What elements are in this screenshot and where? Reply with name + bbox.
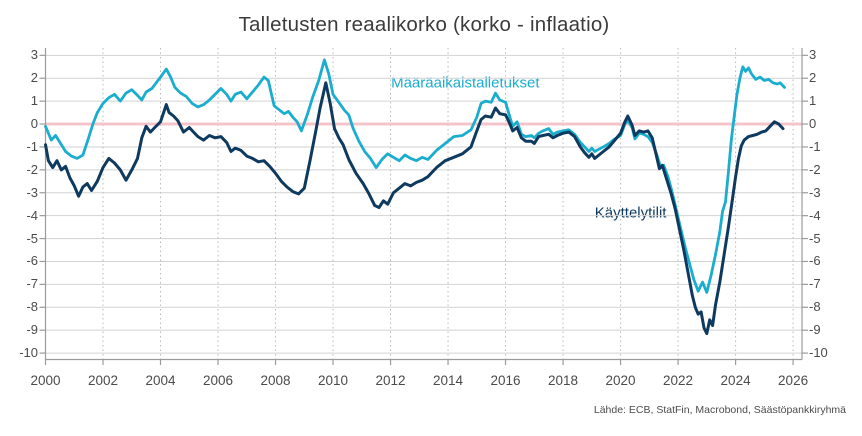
y-axis-tick-label-right: -7 [809, 276, 821, 292]
y-axis-tick-label-left: -1 [26, 138, 38, 154]
x-axis-tick-label: 2024 [720, 373, 751, 388]
x-axis-tick-label: 2014 [433, 373, 464, 388]
x-axis-tick-label: 2006 [202, 373, 234, 388]
x-axis-tick-label: 2000 [30, 373, 61, 388]
x-axis-tick-label: 2008 [260, 373, 291, 388]
y-axis-tick-label-left: -2 [26, 161, 38, 177]
y-axis-tick-label-right: -10 [809, 345, 828, 361]
series-line-term-deposits [44, 58, 786, 294]
x-axis-tick-label: 2002 [87, 373, 119, 388]
x-axis-tick-label: 2004 [145, 373, 176, 388]
y-axis-tick-label-right: -5 [809, 230, 821, 246]
y-axis-tick-label-left: 2 [30, 70, 38, 86]
y-axis-tick-label-right: 1 [809, 93, 817, 109]
source-note: Lähde: ECB, StatFin, Macrobond, Säästöpa… [593, 404, 846, 416]
x-axis-tick-label: 2016 [490, 373, 521, 388]
y-axis-tick-label-right: 0 [809, 116, 817, 132]
y-axis-tick-label-right: 3 [809, 47, 817, 63]
y-axis-tick-label-left: -10 [19, 345, 38, 361]
y-axis-tick-label-right: 2 [809, 70, 817, 86]
y-axis-tick-label-left: -3 [26, 184, 38, 200]
series-line-transaction-accounts [44, 81, 785, 336]
chart-title: Talletusten reaalikorko (korko - inflaat… [238, 13, 610, 36]
y-axis-tick-label-right: -8 [809, 299, 821, 315]
series-label-transaction-accounts: Käyttelytilit [594, 204, 667, 222]
y-axis-tick-label-right: -6 [809, 253, 821, 269]
y-axis-tick-label-left: 0 [30, 116, 38, 132]
y-axis-tick-label-left: -7 [26, 276, 38, 292]
y-axis-tick-label-right: -1 [809, 138, 821, 154]
y-axis-tick-label-left: -4 [26, 207, 38, 223]
y-axis-tick-label-left: -5 [26, 230, 38, 246]
x-axis-tick-label: 2018 [548, 373, 579, 388]
y-axis-tick-label-left: 3 [30, 47, 38, 63]
y-axis-tick-label-right: -4 [809, 207, 821, 223]
x-axis-tick-label: 2010 [318, 373, 349, 388]
x-axis-tick-label: 2012 [375, 373, 406, 388]
y-axis-tick-label-left: -8 [26, 299, 38, 315]
y-axis-tick-label-left: -9 [26, 322, 38, 338]
y-axis-tick-label-left: -6 [26, 253, 38, 269]
y-axis-tick-label-left: 1 [30, 93, 38, 109]
x-axis-tick-label: 2026 [778, 373, 809, 388]
x-axis-tick-label: 2022 [663, 373, 694, 388]
y-axis-tick-label-right: -9 [809, 322, 821, 338]
y-axis-tick-label-right: -3 [809, 184, 821, 200]
x-axis-tick-label: 2020 [605, 373, 636, 388]
y-axis-tick-label-right: -2 [809, 161, 821, 177]
